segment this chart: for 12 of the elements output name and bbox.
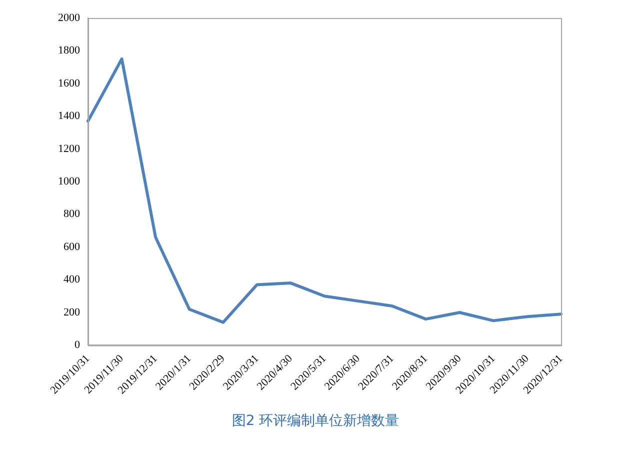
y-tick-label: 0 [74,339,80,352]
text: 图2 环评编制单位新增数量 [230,412,400,430]
y-tick-label: 1200 [58,142,80,155]
y-tick-label: 600 [64,240,80,253]
y-tick-label: 1800 [58,44,80,57]
y-tick-label: 1000 [58,176,80,188]
y-tick-label: 400 [64,274,80,286]
y-tick-label: 800 [64,208,80,220]
y-tick-label: 200 [64,306,80,318]
y-tick-label: 1400 [58,110,80,122]
y-tick-label: 2000 [58,12,80,24]
y-tick-label: 1600 [58,77,80,90]
